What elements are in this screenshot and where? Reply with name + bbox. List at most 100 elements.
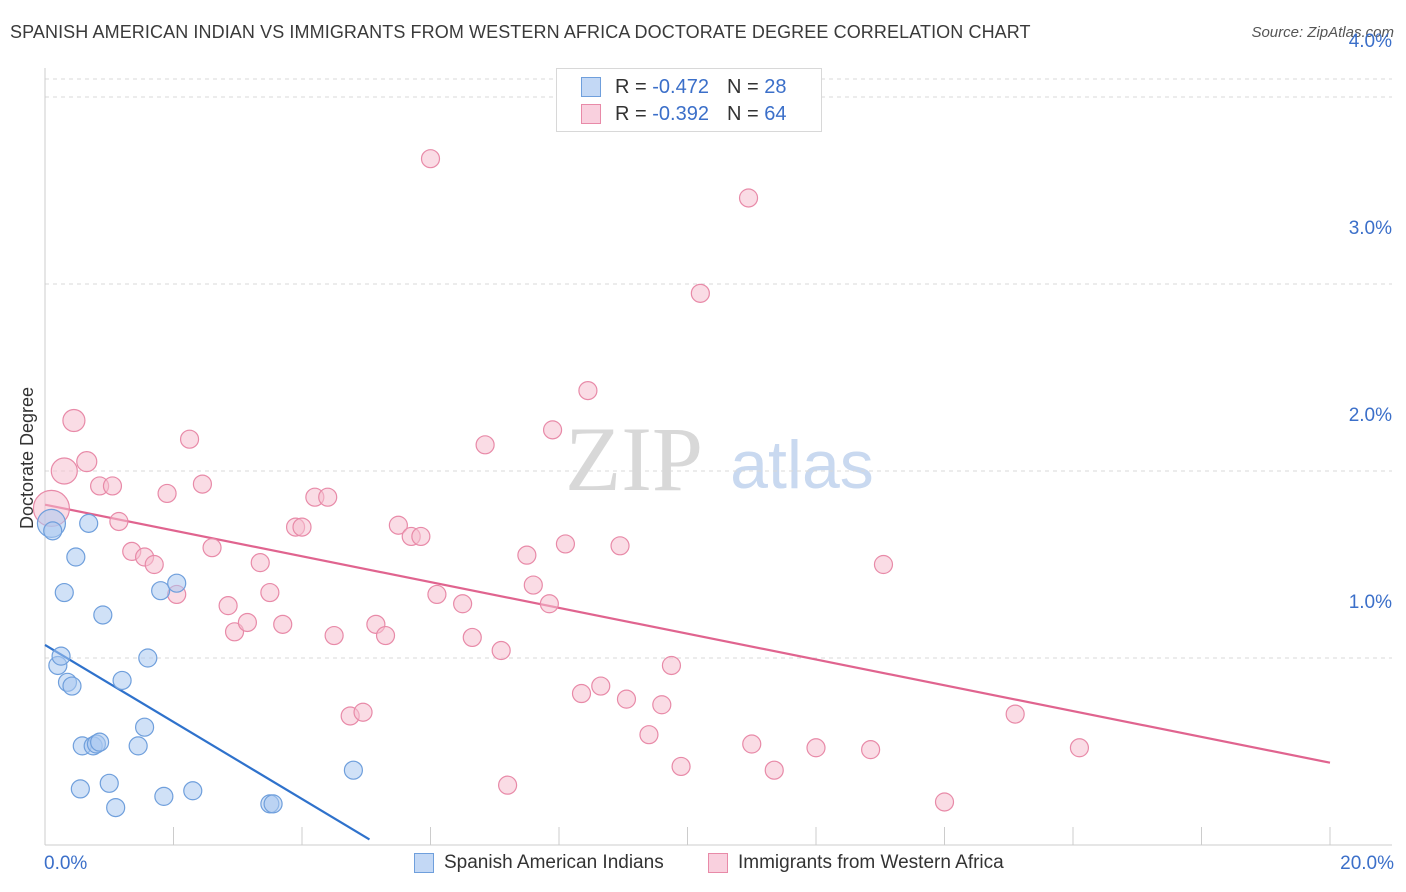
blue-point — [138, 648, 158, 668]
correlation-legend: R = -0.472 N = 28 R = -0.392 N = 64 — [556, 68, 822, 132]
blue-point — [66, 547, 86, 567]
blue-point — [343, 760, 363, 780]
pink-point — [250, 553, 270, 573]
blue-point — [128, 736, 148, 756]
pink-point — [102, 476, 123, 496]
legend-row-spanish-american-indians: R = -0.472 N = 28 — [581, 75, 786, 99]
y-tick-label: 4.0% — [1349, 31, 1392, 52]
pink-point — [517, 545, 537, 565]
pink-point — [671, 756, 691, 777]
legend-row-western-africa: R = -0.392 N = 64 — [581, 102, 786, 126]
pink-point — [523, 575, 543, 595]
pink-point — [224, 622, 245, 642]
pink-point — [144, 554, 164, 575]
blue-point — [43, 521, 63, 541]
pink-point — [491, 640, 511, 661]
pink-point — [62, 408, 86, 433]
pink-point — [179, 429, 200, 449]
pink-point — [50, 457, 78, 485]
pink-point — [738, 188, 759, 208]
pink-point — [411, 526, 431, 547]
watermark-atlas: atlas — [730, 427, 874, 503]
trend-line-pink — [44, 503, 1331, 764]
pink-point — [610, 536, 630, 556]
pink-point — [475, 435, 495, 455]
series-name: Spanish American Indians — [444, 852, 664, 873]
pink-point — [76, 451, 98, 473]
x-tick-label: 0.0% — [44, 853, 87, 874]
pink-point — [652, 695, 672, 715]
pink-point — [578, 380, 598, 401]
legend-n-label: N = — [726, 75, 759, 98]
series-legend-western-africa: Immigrants from Western Africa — [708, 852, 1004, 874]
pink-point — [934, 792, 955, 812]
source-label: Source: ZipAtlas.com — [1251, 24, 1394, 41]
blue-point — [70, 779, 90, 799]
blue-point — [51, 646, 71, 666]
blue-point — [54, 582, 74, 603]
series-swatch-blue — [414, 853, 434, 873]
blue-point — [112, 670, 132, 691]
pink-point — [427, 584, 447, 605]
chart-title: SPANISH AMERICAN INDIAN VS IMMIGRANTS FR… — [10, 22, 1031, 42]
pink-point — [237, 612, 257, 633]
pink-point — [1069, 738, 1090, 758]
pink-point — [192, 474, 213, 494]
blue-point — [263, 794, 283, 814]
pink-point — [742, 734, 762, 754]
pink-point — [353, 702, 373, 722]
legend-n-value: 64 — [764, 102, 787, 125]
pink-point — [453, 594, 473, 614]
series-legend-spanish-american-indians: Spanish American Indians — [414, 852, 664, 874]
legend-r-value: -0.392 — [652, 102, 709, 125]
pink-point — [591, 676, 611, 696]
pink-point — [375, 625, 396, 646]
blue-point — [167, 573, 187, 593]
pink-point — [498, 775, 518, 795]
pink-point — [764, 760, 784, 780]
pink-point — [462, 627, 482, 648]
pink-point — [292, 517, 312, 537]
pink-point — [571, 683, 592, 704]
pink-point — [109, 511, 129, 532]
legend-n-value: 28 — [764, 75, 787, 98]
pink-point — [420, 149, 441, 169]
blue-point — [93, 605, 113, 625]
legend-r-value: -0.472 — [652, 75, 709, 98]
pink-point — [157, 483, 177, 504]
pink-point — [1005, 704, 1025, 724]
pink-point — [806, 738, 826, 758]
pink-point — [661, 655, 682, 676]
blue-point — [90, 732, 110, 752]
pink-point — [690, 283, 710, 303]
blue-point — [134, 717, 155, 737]
trend-line-blue — [44, 643, 371, 841]
pink-point — [202, 538, 222, 558]
pink-point — [616, 689, 637, 709]
pink-point — [388, 515, 408, 535]
pink-point — [260, 582, 280, 603]
pink-point — [539, 594, 559, 614]
blue-point — [99, 773, 119, 793]
y-tick-label: 3.0% — [1349, 218, 1392, 239]
pink-point — [218, 596, 238, 616]
legend-n-label: N = — [726, 102, 759, 125]
y-tick-label: 1.0% — [1349, 592, 1392, 613]
x-tick-label: 20.0% — [1340, 853, 1394, 874]
pink-point — [542, 420, 563, 440]
legend-swatch-pink — [581, 104, 601, 124]
blue-point — [154, 786, 174, 806]
series-name: Immigrants from Western Africa — [738, 852, 1004, 873]
blue-point — [62, 676, 82, 696]
blue-point — [183, 781, 203, 801]
legend-r-label: R = — [615, 75, 647, 98]
series-swatch-pink — [708, 853, 728, 873]
pink-point — [639, 725, 659, 745]
blue-point — [106, 797, 126, 818]
pink-point — [318, 487, 338, 507]
watermark-zip: ZIP — [565, 408, 703, 510]
y-tick-label: 2.0% — [1349, 405, 1392, 426]
legend-swatch-blue — [581, 77, 601, 97]
pink-point — [273, 614, 293, 634]
